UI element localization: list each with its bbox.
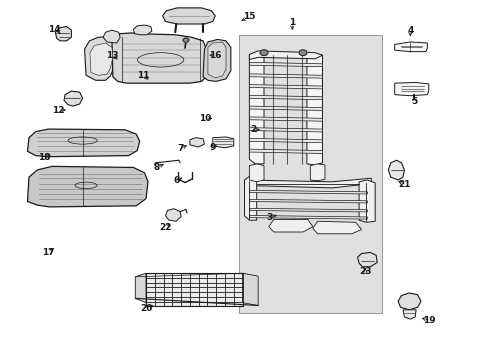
Text: 13: 13 (105, 51, 118, 60)
Polygon shape (249, 128, 322, 132)
Text: 7: 7 (177, 144, 183, 153)
Polygon shape (402, 310, 415, 319)
Text: 2: 2 (250, 125, 256, 134)
Polygon shape (249, 216, 366, 219)
Polygon shape (162, 8, 215, 24)
Text: 18: 18 (38, 153, 51, 162)
Polygon shape (84, 37, 119, 80)
Text: 4: 4 (407, 26, 413, 35)
Polygon shape (249, 149, 322, 153)
Polygon shape (249, 85, 322, 89)
Polygon shape (135, 273, 146, 303)
Polygon shape (397, 293, 420, 310)
Text: 20: 20 (140, 304, 152, 313)
Polygon shape (242, 273, 258, 306)
Text: 10: 10 (199, 114, 211, 123)
Circle shape (183, 38, 188, 42)
Text: 6: 6 (173, 176, 179, 185)
Polygon shape (249, 164, 264, 182)
Text: 23: 23 (359, 267, 371, 276)
Polygon shape (249, 74, 322, 78)
Polygon shape (249, 208, 366, 212)
Polygon shape (189, 138, 204, 147)
Polygon shape (249, 51, 322, 59)
Polygon shape (249, 117, 322, 121)
Text: 19: 19 (423, 316, 435, 325)
Text: 11: 11 (137, 71, 149, 80)
Text: 5: 5 (410, 97, 416, 106)
Polygon shape (55, 27, 71, 41)
Polygon shape (244, 176, 256, 220)
Text: 15: 15 (243, 12, 255, 21)
Text: 21: 21 (397, 180, 410, 189)
Polygon shape (249, 95, 322, 100)
Text: 12: 12 (52, 105, 64, 114)
Polygon shape (203, 40, 230, 81)
Polygon shape (394, 42, 427, 51)
Polygon shape (207, 42, 225, 78)
Polygon shape (249, 106, 322, 111)
Polygon shape (358, 180, 374, 222)
Polygon shape (112, 33, 206, 83)
Text: 8: 8 (153, 163, 160, 172)
Polygon shape (90, 43, 113, 75)
Circle shape (299, 50, 306, 55)
Polygon shape (268, 220, 312, 232)
Polygon shape (387, 160, 404, 180)
Polygon shape (249, 199, 366, 203)
Circle shape (260, 50, 267, 55)
Polygon shape (165, 209, 181, 221)
Polygon shape (357, 252, 376, 267)
Polygon shape (64, 91, 82, 106)
Polygon shape (244, 178, 370, 188)
Text: 1: 1 (288, 18, 295, 27)
Polygon shape (146, 273, 242, 306)
Polygon shape (310, 164, 325, 181)
Polygon shape (394, 82, 428, 96)
Polygon shape (249, 62, 322, 67)
Polygon shape (312, 221, 361, 234)
Text: 17: 17 (42, 248, 55, 257)
Polygon shape (133, 25, 152, 35)
Polygon shape (249, 138, 322, 143)
Polygon shape (103, 30, 120, 43)
Polygon shape (27, 129, 140, 157)
Polygon shape (212, 137, 233, 148)
Text: 16: 16 (208, 51, 221, 60)
Polygon shape (238, 35, 381, 313)
Text: 14: 14 (48, 25, 61, 34)
Polygon shape (306, 54, 322, 165)
Text: 3: 3 (266, 213, 272, 222)
Polygon shape (27, 166, 148, 207)
Text: 22: 22 (159, 223, 171, 232)
Text: 9: 9 (209, 143, 216, 152)
Polygon shape (249, 53, 264, 164)
Polygon shape (249, 190, 366, 194)
